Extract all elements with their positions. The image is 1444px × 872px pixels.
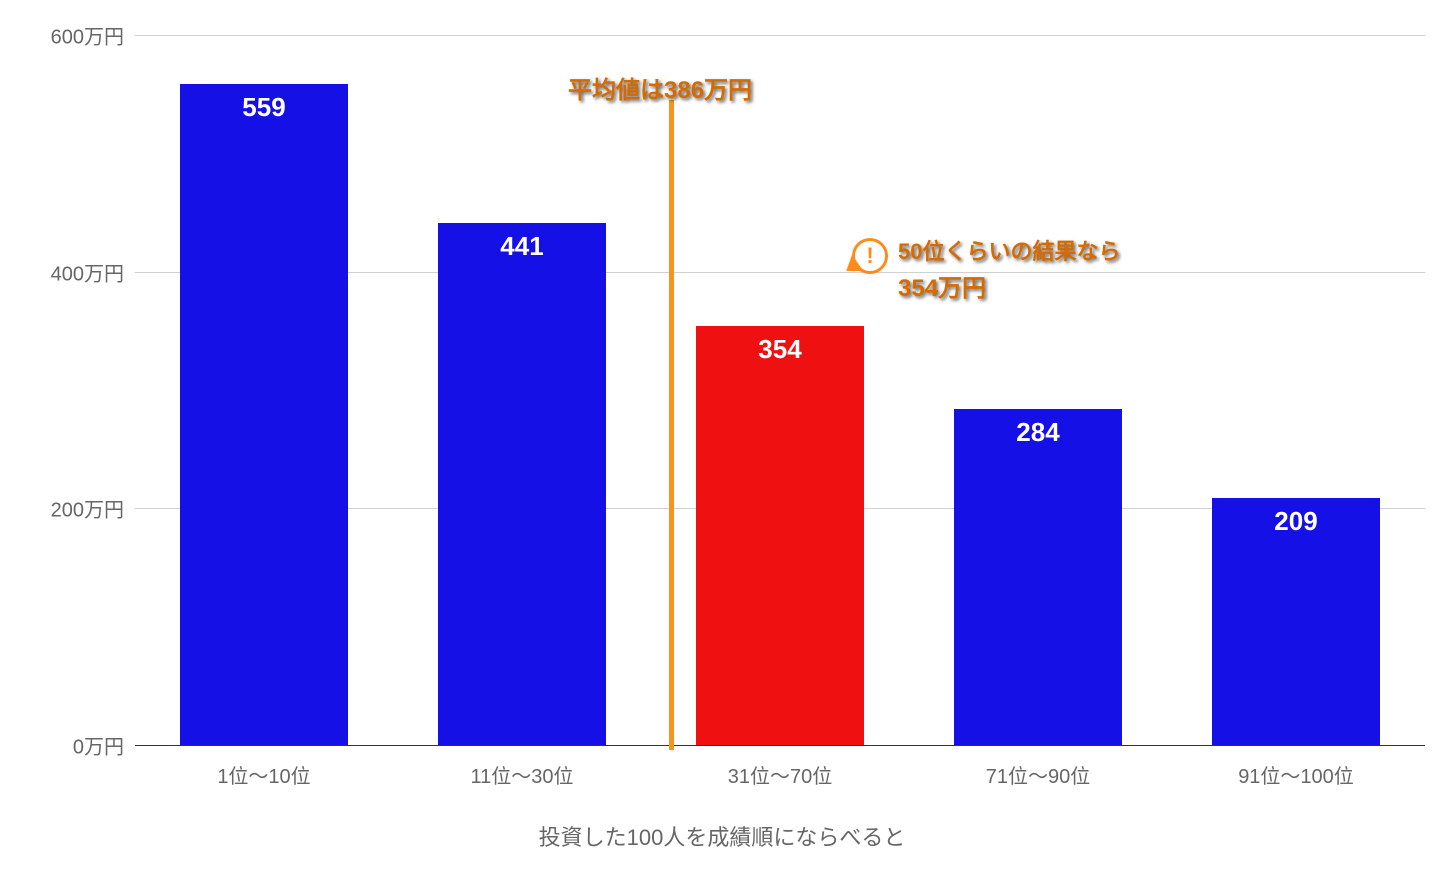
callout-marker-icon: ! bbox=[852, 238, 888, 274]
bar: 209 bbox=[1212, 498, 1380, 745]
average-reference-line bbox=[669, 100, 674, 750]
bar-value-label: 559 bbox=[242, 92, 285, 123]
x-tick-label: 31位〜70位 bbox=[728, 760, 833, 789]
bar-value-label: 354 bbox=[758, 334, 801, 365]
bar: 559 bbox=[180, 84, 348, 745]
bar: 284 bbox=[954, 409, 1122, 745]
x-tick-label: 1位〜10位 bbox=[217, 760, 310, 789]
annotation-avg: 平均値は386万円 bbox=[568, 70, 752, 105]
annotation-median-line2: 354万円 bbox=[898, 268, 986, 303]
bar-value-label: 284 bbox=[1016, 417, 1059, 448]
bar: 441 bbox=[438, 223, 606, 745]
bar-chart: 0万円 200万円 400万円 600万円 559 441 354 284 209 1位〜10… bbox=[0, 0, 1444, 872]
annotation-median-line1: 50位くらいの結果なら bbox=[898, 234, 1120, 266]
x-tick-label: 91位〜100位 bbox=[1238, 760, 1354, 789]
x-axis-title: 投資した100人を成績順にならべると bbox=[539, 820, 906, 852]
y-tick-label: 0万円 bbox=[73, 731, 124, 760]
y-tick-label: 400万円 bbox=[51, 257, 124, 286]
x-tick-label: 11位〜30位 bbox=[470, 760, 573, 789]
bar: 354 bbox=[696, 326, 864, 745]
y-tick-label: 200万円 bbox=[51, 494, 124, 523]
y-tick-label: 600万円 bbox=[51, 21, 124, 50]
x-tick-label: 71位〜90位 bbox=[986, 760, 1091, 789]
bars-area: 559 441 354 284 209 bbox=[135, 35, 1425, 745]
bar-value-label: 209 bbox=[1274, 506, 1317, 537]
x-axis-line bbox=[135, 745, 1425, 746]
bar-value-label: 441 bbox=[500, 231, 543, 262]
